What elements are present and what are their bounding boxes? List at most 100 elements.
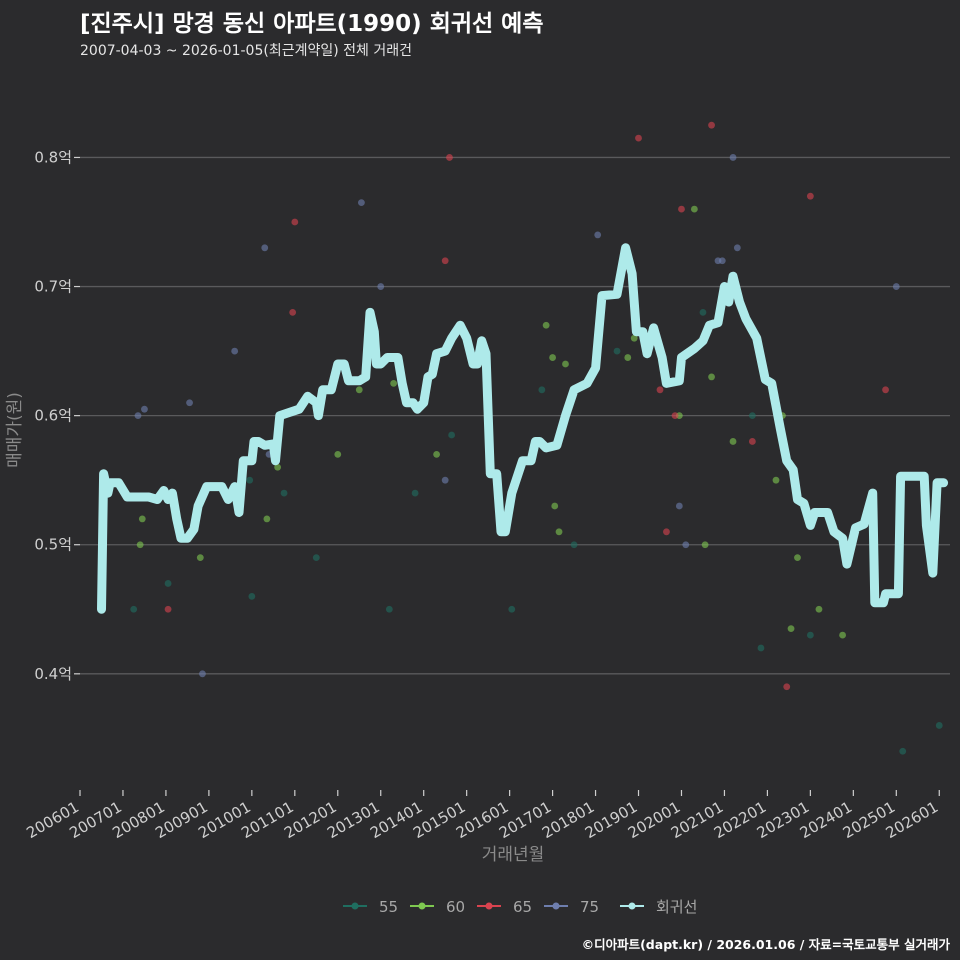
scatter-point-65 [671,412,679,420]
scatter-point-65 [882,386,889,394]
scatter-point-75 [729,154,737,161]
scatter-point-60 [708,373,715,381]
scatter-point-60 [794,554,801,562]
scatter-point-60 [624,354,632,361]
legend-swatch-dot [485,902,493,910]
scatter-point-75 [134,412,142,420]
chart-subtitle: 2007-04-03 ~ 2026-01-05(최근계약일) 전체 거래건 [80,43,412,59]
scatter-point-55 [246,476,254,484]
legend-label: 회귀선 [656,898,697,916]
scatter-point-60 [549,354,556,361]
scatter-point-55 [699,308,707,316]
y-tick-label: 0.4억 [34,665,72,683]
scatter-point-65 [635,134,642,142]
scatter-point-55 [508,605,516,613]
scatter-point-60 [690,205,698,213]
scatter-point-75 [261,244,269,252]
footer-credit: ©디아파트(dapt.kr) / 2026.01.06 / 자료=국토교통부 실… [581,937,950,952]
scatter-point-75 [733,244,741,252]
scatter-point-55 [448,431,456,439]
scatter-point-55 [757,644,765,652]
scatter-point-65 [806,192,814,200]
scatter-point-65 [748,438,756,445]
scatter-point-60 [542,321,550,329]
scatter-point-60 [839,631,846,639]
legend: 55 60 65 75 회귀선 [343,898,697,916]
scatter-point-60 [630,334,638,342]
scatter-point-60 [355,386,363,394]
scatter-point-75 [892,283,900,290]
scatter-point-65 [289,308,297,316]
scatter-point-55 [411,489,419,497]
scatter-point-55 [248,592,256,600]
scatter-point-65 [164,605,172,613]
scatter-point-55 [130,605,138,613]
scatter-point-60 [815,605,823,613]
scatter-points [130,121,943,755]
scatter-point-75 [141,405,148,413]
scatter-point-75 [199,670,206,678]
scatter-point-75 [718,257,726,265]
scatter-point-60 [274,463,282,471]
scatter-point-65 [441,257,449,265]
scatter-point-65 [708,121,715,129]
legend-label: 60 [446,898,465,916]
scatter-point-60 [334,450,342,458]
grid-lines [80,156,950,675]
scatter-point-55 [935,722,943,729]
scatter-point-65 [656,386,664,394]
scatter-point-60 [729,438,737,445]
scatter-point-55 [748,412,756,420]
scatter-point-75 [682,541,690,549]
regression-line-layer [97,243,949,614]
scatter-point-60 [787,625,795,633]
y-tick-label: 0.5억 [34,536,72,554]
legend-label: 65 [513,898,532,916]
scatter-point-60 [263,515,271,523]
scatter-point-55 [899,747,907,755]
y-tick-label: 0.6억 [34,407,72,425]
x-axis-ticks: 2006012007012008012009012010012011012012… [23,790,941,842]
scatter-point-65 [663,528,670,536]
scatter-point-55 [312,554,320,562]
scatter-point-60 [433,450,440,458]
regression-line [97,243,949,614]
scatter-point-75 [675,502,683,510]
scatter-point-65 [678,205,685,213]
y-tick-label: 0.8억 [34,148,72,166]
scatter-point-60 [772,476,780,484]
scatter-point-75 [441,476,449,484]
scatter-point-60 [555,528,563,536]
chart-title: [진주시] 망경 동신 아파트(1990) 회귀선 예측 [80,11,544,37]
scatter-point-55 [570,541,578,549]
scatter-point-75 [594,231,602,239]
scatter-point-60 [136,541,144,549]
scatter-point-65 [783,683,791,691]
legend-label: 75 [580,898,599,916]
scatter-point-60 [562,360,569,368]
scatter-point-75 [358,199,365,207]
scatter-point-60 [138,515,146,523]
scatter-point-55 [538,386,546,394]
legend-swatch-dot [552,902,560,910]
scatter-point-65 [446,154,453,161]
legend-label: 55 [379,898,398,916]
scatter-point-60 [196,554,204,562]
scatter-point-55 [385,605,393,613]
scatter-point-55 [280,489,288,497]
scatter-point-55 [164,580,172,587]
scatter-point-75 [377,283,385,290]
scatter-point-75 [231,347,239,355]
scatter-point-75 [186,399,193,407]
legend-swatch-dot [628,902,636,910]
legend-swatch-dot [418,902,426,910]
scatter-point-60 [551,502,559,510]
scatter-point-60 [701,541,709,549]
y-axis-title: 매매가(원) [5,392,25,468]
x-axis-title: 거래년월 [482,845,545,865]
y-tick-label: 0.7억 [34,278,72,296]
legend-swatch-dot [351,902,359,910]
y-axis-ticks: 0.4억 0.5억 0.6억 0.7억 0.8억 [34,148,80,683]
scatter-point-55 [613,347,621,355]
